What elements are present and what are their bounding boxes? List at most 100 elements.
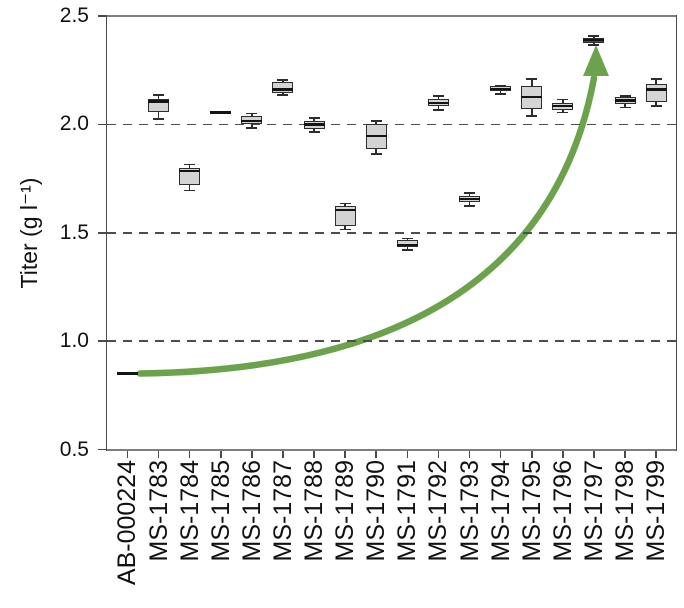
- whisker-cap-low: [401, 249, 413, 251]
- whisker-cap-high: [277, 79, 289, 81]
- box-MS-1787: [272, 82, 294, 93]
- median-line: [241, 119, 263, 123]
- y-tick: [98, 15, 107, 17]
- whisker-cap-high: [557, 98, 569, 101]
- median-line: [179, 169, 201, 173]
- x-tick: [344, 450, 346, 458]
- median-line: [272, 88, 294, 91]
- x-tick-label: MS-1791: [393, 460, 422, 562]
- x-tick-label: MS-1795: [517, 460, 546, 562]
- x-axis-line: [107, 448, 677, 451]
- whisker-cap-low: [184, 189, 196, 192]
- whisker-cap-low: [277, 94, 289, 96]
- x-tick-label: AB-000224: [113, 460, 142, 586]
- whisker-cap-low: [370, 152, 382, 155]
- gridline: [107, 340, 676, 342]
- y-tick: [98, 231, 107, 234]
- x-tick: [406, 450, 409, 458]
- y-tick: [98, 123, 107, 126]
- x-tick-label: MS-1796: [548, 460, 577, 562]
- x-tick: [157, 450, 160, 458]
- y-tick-label: 1.5: [59, 220, 89, 244]
- median-line: [459, 197, 481, 201]
- x-tick-label: MS-1790: [362, 460, 391, 562]
- whisker-cap-high: [370, 120, 382, 123]
- whisker-cap-high: [432, 95, 444, 98]
- whisker-cap-low: [526, 114, 538, 117]
- whisker-cap-low: [557, 111, 569, 114]
- gridline: [107, 123, 676, 126]
- y-tick-label: 2.0: [59, 112, 89, 136]
- whisker-cap-low: [495, 93, 507, 95]
- x-tick: [593, 450, 595, 458]
- whisker-cap-high: [588, 35, 600, 37]
- x-tick: [313, 450, 315, 458]
- y-tick-label: 2.5: [59, 4, 89, 27]
- x-tick: [251, 450, 253, 458]
- whisker-cap-high: [650, 78, 662, 81]
- x-tick-label: MS-1785: [206, 460, 235, 562]
- median-line: [148, 100, 170, 103]
- x-tick-label: MS-1798: [611, 460, 640, 562]
- whisker-cap-high: [619, 95, 631, 98]
- box-MS-1799: [645, 84, 667, 102]
- whisker-cap-low: [464, 204, 476, 207]
- x-tick: [499, 450, 502, 458]
- box-MS-1791: [396, 239, 418, 248]
- whisker-cap-low: [308, 131, 320, 133]
- x-tick-label: MS-1794: [486, 460, 515, 562]
- x-tick: [188, 450, 191, 458]
- whisker-cap-high: [464, 191, 476, 194]
- x-tick-label: MS-1788: [300, 460, 329, 562]
- whisker-cap-low: [246, 126, 258, 129]
- x-tick: [126, 450, 129, 458]
- whisker-cap-high: [184, 163, 196, 166]
- baseline-median-line: [116, 372, 138, 375]
- whisker-cap-low: [650, 105, 662, 107]
- median-line: [365, 135, 387, 138]
- median-line: [583, 39, 605, 42]
- x-tick: [437, 450, 440, 458]
- x-tick: [624, 450, 626, 458]
- baseline-median-line: [210, 111, 232, 114]
- right-spine: [675, 15, 678, 451]
- y-tick: [98, 448, 107, 451]
- x-tick-label: MS-1793: [455, 460, 484, 562]
- x-tick-label: MS-1783: [144, 460, 173, 562]
- x-tick-label: MS-1792: [424, 460, 453, 562]
- x-tick-label: MS-1786: [237, 460, 266, 562]
- whisker-cap-high: [495, 85, 507, 87]
- whisker-cap-low: [432, 109, 444, 112]
- y-tick-label: 0.5: [59, 437, 89, 461]
- trend-arrow-head: [583, 45, 609, 76]
- trend-arrow-curve: [136, 74, 598, 377]
- x-tick-label: MS-1789: [331, 460, 360, 562]
- median-line: [396, 243, 418, 247]
- whisker-cap-high: [153, 94, 165, 96]
- x-tick: [530, 450, 533, 458]
- x-tick: [375, 450, 378, 458]
- x-tick-label: MS-1787: [268, 460, 297, 562]
- median-line: [427, 101, 449, 104]
- y-tick-label: 1.0: [59, 329, 89, 353]
- whisker-cap-high: [526, 77, 538, 80]
- x-tick: [282, 450, 284, 458]
- median-line: [614, 99, 636, 102]
- median-line: [552, 104, 574, 108]
- whisker-cap-low: [339, 228, 351, 231]
- x-tick-label: MS-1799: [642, 460, 671, 562]
- whisker-cap-low: [153, 118, 165, 120]
- whisker-cap-low: [619, 106, 631, 109]
- x-tick: [655, 450, 657, 458]
- x-tick-label: MS-1784: [175, 460, 204, 562]
- median-line: [334, 208, 356, 212]
- y-tick: [98, 340, 107, 342]
- whisker-cap-high: [308, 116, 320, 119]
- whisker-cap-low: [588, 43, 600, 46]
- median-line: [645, 88, 667, 91]
- gridline: [107, 231, 676, 234]
- whisker-cap-high: [246, 112, 258, 115]
- whisker-cap-high: [401, 237, 413, 240]
- x-tick: [562, 450, 564, 458]
